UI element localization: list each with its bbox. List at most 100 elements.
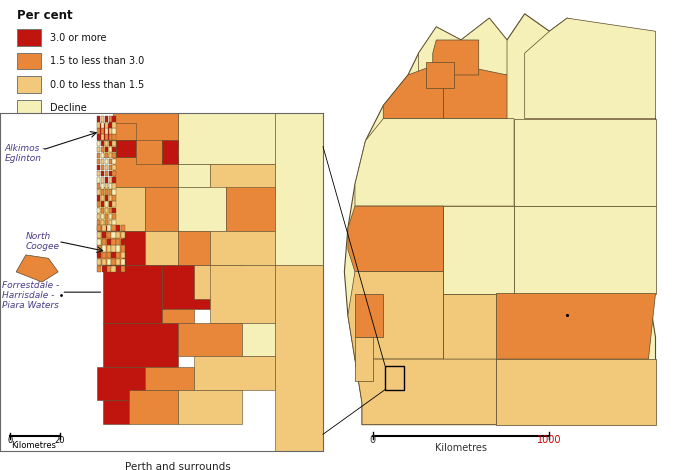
Polygon shape [102,225,106,231]
Polygon shape [105,208,108,213]
Polygon shape [103,140,116,157]
Polygon shape [0,113,113,451]
Text: 3.0 or more: 3.0 or more [50,32,106,43]
Text: North
Coogee: North Coogee [26,232,60,251]
Polygon shape [525,18,656,118]
Polygon shape [97,122,101,128]
Polygon shape [355,359,496,425]
Polygon shape [109,134,112,140]
Polygon shape [146,231,177,265]
Polygon shape [101,141,104,146]
FancyBboxPatch shape [17,100,41,116]
Text: Kilometres: Kilometres [12,441,56,450]
Polygon shape [101,214,104,219]
FancyBboxPatch shape [17,53,41,69]
Polygon shape [226,187,275,231]
Polygon shape [136,140,162,164]
Polygon shape [103,400,129,424]
Polygon shape [102,266,106,272]
Polygon shape [112,141,116,146]
Polygon shape [177,322,242,356]
Polygon shape [112,165,116,170]
Text: 1.5 to less than 3.0: 1.5 to less than 3.0 [50,56,144,66]
Polygon shape [121,259,125,265]
Polygon shape [107,225,111,231]
Polygon shape [112,177,116,182]
Polygon shape [443,62,507,118]
Polygon shape [102,245,106,251]
Polygon shape [101,189,104,195]
Polygon shape [109,214,112,219]
Polygon shape [105,165,108,170]
Text: Decline: Decline [50,103,86,113]
Polygon shape [97,225,101,231]
Polygon shape [348,272,443,359]
Polygon shape [116,259,120,265]
Polygon shape [97,116,101,122]
Polygon shape [101,147,104,152]
Polygon shape [112,232,116,238]
Polygon shape [105,171,108,176]
Polygon shape [97,231,123,265]
Polygon shape [97,239,101,245]
Polygon shape [210,231,275,265]
Text: Forrestdale -
Harrisdale -
Piara Waters: Forrestdale - Harrisdale - Piara Waters [1,281,59,311]
Polygon shape [101,208,104,213]
Polygon shape [123,231,146,265]
Polygon shape [112,183,116,188]
Polygon shape [194,356,275,390]
Polygon shape [97,367,146,400]
Polygon shape [496,293,656,359]
Polygon shape [107,239,111,245]
Polygon shape [105,147,108,152]
Polygon shape [496,359,656,425]
Bar [385,366,405,390]
Text: Per cent: Per cent [17,9,73,23]
Polygon shape [348,206,443,272]
Polygon shape [103,265,162,322]
Polygon shape [97,159,101,164]
Polygon shape [443,293,496,359]
Polygon shape [97,165,101,170]
Text: 0: 0 [7,436,12,445]
Polygon shape [109,177,112,182]
Polygon shape [177,164,210,187]
Polygon shape [432,40,479,75]
Polygon shape [109,165,112,170]
Polygon shape [97,245,101,251]
Polygon shape [121,266,125,272]
Polygon shape [113,123,136,140]
Polygon shape [355,293,384,337]
Polygon shape [112,153,116,158]
Polygon shape [112,252,116,258]
Polygon shape [97,189,101,195]
Polygon shape [105,202,108,207]
Polygon shape [121,252,125,258]
Polygon shape [112,189,116,195]
Polygon shape [97,147,101,152]
Polygon shape [112,245,116,251]
Polygon shape [162,265,210,309]
Polygon shape [101,202,104,207]
Polygon shape [112,122,116,128]
Polygon shape [101,220,104,225]
Polygon shape [146,187,177,231]
Polygon shape [109,183,112,188]
Text: 0.0 to less than 1.5: 0.0 to less than 1.5 [50,79,144,90]
Polygon shape [97,259,101,265]
Polygon shape [105,183,108,188]
Polygon shape [97,177,101,182]
Polygon shape [194,265,242,299]
Polygon shape [107,252,111,258]
Polygon shape [105,177,108,182]
Polygon shape [97,128,101,134]
Polygon shape [105,159,108,164]
Polygon shape [162,140,177,164]
Polygon shape [101,183,104,188]
Polygon shape [113,157,177,187]
Polygon shape [112,196,116,201]
Polygon shape [112,116,116,122]
Polygon shape [109,196,112,201]
Polygon shape [177,231,210,265]
Polygon shape [112,259,116,265]
